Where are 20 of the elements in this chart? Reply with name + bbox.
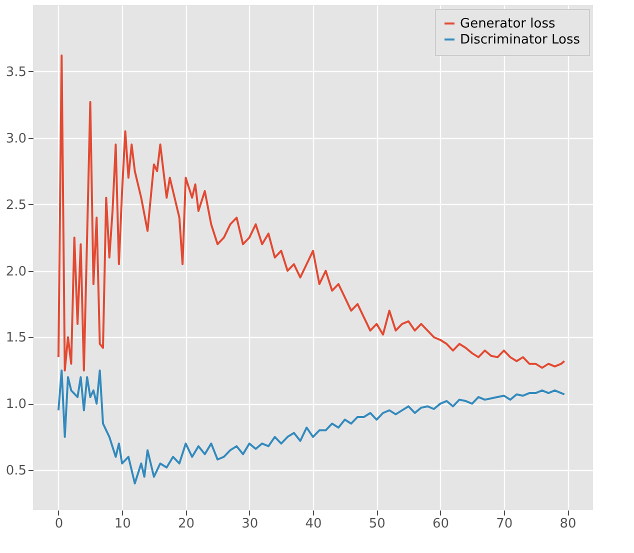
y-tick-label: 1.0 bbox=[6, 397, 26, 412]
legend-label: Generator loss bbox=[460, 16, 556, 32]
x-tick-label: 80 bbox=[560, 516, 576, 532]
y-tick-label: 3.5 bbox=[6, 64, 26, 80]
x-tick-label: 50 bbox=[368, 516, 386, 532]
y-tick-label: 2.0 bbox=[6, 264, 26, 280]
y-tick-label: 1.5 bbox=[6, 330, 26, 346]
y-tick-label: 0.5 bbox=[6, 464, 26, 479]
y-tick-label: 2.5 bbox=[6, 198, 26, 213]
x-tick-label: 60 bbox=[432, 516, 450, 532]
legend-label: Discriminator Loss bbox=[460, 32, 580, 48]
x-tick-label: 0 bbox=[54, 516, 64, 532]
x-tick-label: 20 bbox=[178, 516, 194, 532]
line-series bbox=[57, 369, 566, 484]
x-tick-label: 10 bbox=[114, 516, 131, 532]
x-tick-label: 30 bbox=[242, 516, 258, 532]
line-series bbox=[57, 54, 566, 372]
y-tick-label: 3.0 bbox=[6, 131, 26, 146]
x-tick-label: 40 bbox=[305, 516, 322, 532]
x-tick-label: 70 bbox=[496, 516, 513, 532]
